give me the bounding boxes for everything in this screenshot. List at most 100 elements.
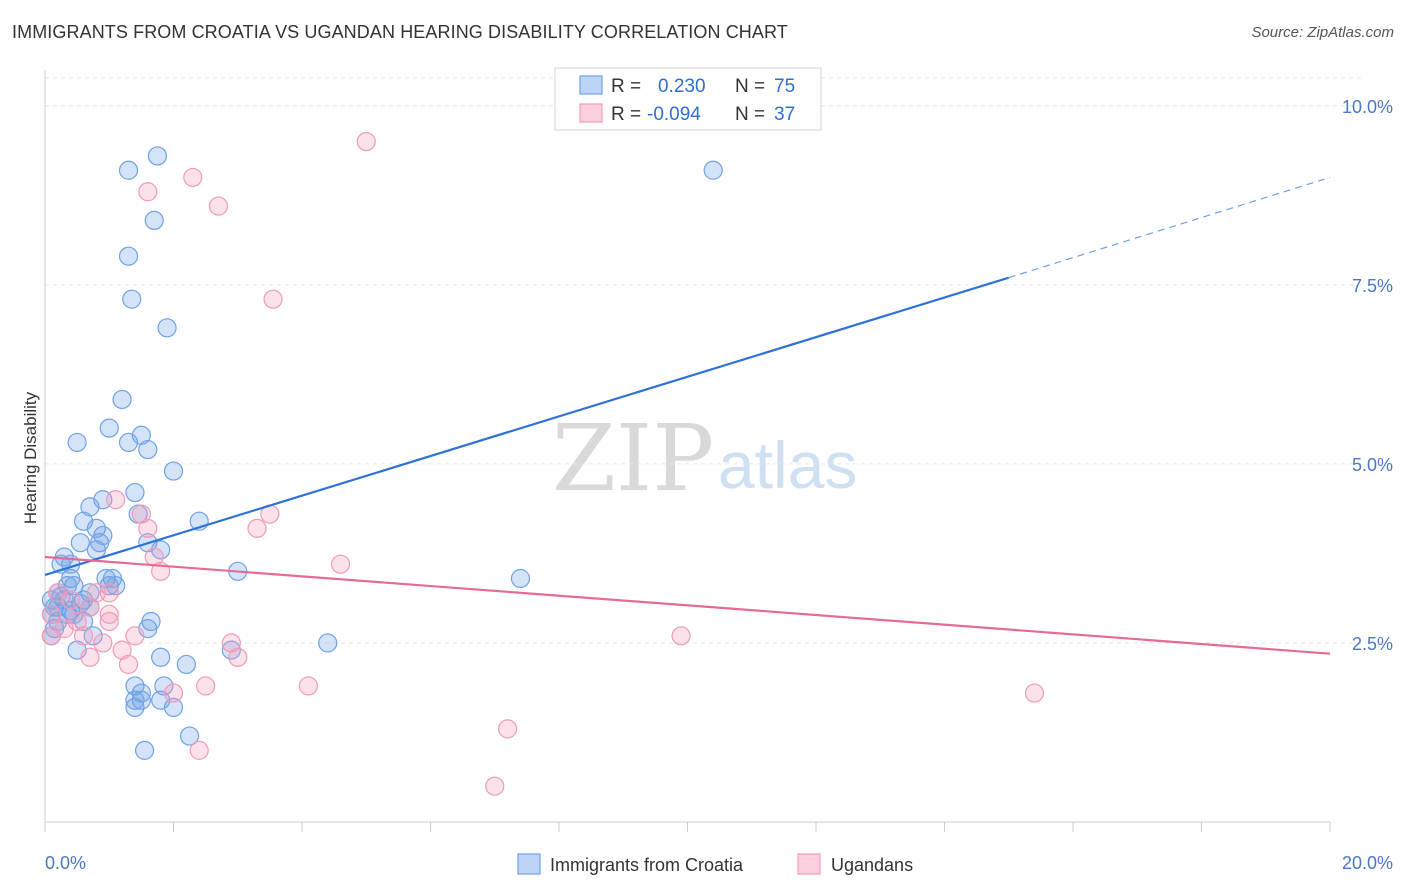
ugandans-point-38 [671,626,691,646]
croatia-point-20 [83,626,103,646]
ugandans-point-0 [41,604,62,624]
ugandans-point-35 [356,132,376,152]
croatia-point-30 [106,576,126,596]
croatia-point-42 [131,425,151,445]
croatia-point-52 [151,647,171,667]
legend-swatch-ugandans [579,103,603,123]
ugandans-point-33 [298,676,319,696]
croatia-point-49 [144,210,164,230]
y-tick-label-2: 7.5% [1352,276,1393,296]
croatia-point-50 [147,146,168,166]
ugandans-point-37 [498,719,518,739]
ugandans-point-7 [80,597,100,617]
trend-lines [44,176,1331,655]
legend-r-label-ugandans: R = [611,104,641,125]
croatia-point-27 [99,418,119,438]
chart-title: IMMIGRANTS FROM CROATIA VS UGANDAN HEARI… [12,22,788,42]
croatia-point-36 [125,482,145,503]
legend-n-label-croatia: N = [735,76,765,97]
correlation-legend: R = 0.230 N = 75 R = -0.094 N = 37 [554,67,822,131]
ugandans-point-24 [183,167,203,188]
ugandans-point-8 [80,647,100,667]
bottom-legend-swatch-croatia [517,853,541,875]
croatia-point-67 [57,576,78,596]
croatia-point-32 [118,160,139,180]
ugandans-point-6 [73,626,94,646]
croatia-point-64 [510,568,531,589]
croatia-point-46 [141,611,161,632]
croatia-point-58 [176,654,196,675]
croatia-point-8 [54,590,74,610]
croatia-point-61 [221,640,241,660]
ugandans-point-32 [263,289,283,309]
croatia-point-63 [318,633,338,653]
ugandans-point-4 [61,590,81,610]
tick-labels: 2.5% 5.0% 7.5% 10.0% 0.0% 20.0% [45,97,1393,873]
watermark: ZIP atlas [552,405,857,512]
legend-n-value-croatia: 75 [774,76,795,97]
croatia-point-43 [138,439,158,460]
croatia-point-15 [70,533,90,553]
ugandans-point-15 [112,640,132,660]
bottom-legend-label-croatia: Immigrants from Croatia [550,855,744,875]
ugandans-point-27 [208,196,229,216]
croatia-point-13 [67,432,87,453]
grid-lines [45,77,1365,644]
croatia-point-51 [151,540,171,560]
croatia-point-48 [134,740,155,760]
ugandans-point-39 [1024,683,1045,703]
ugandans-point-11 [99,604,119,624]
ugandans-point-26 [196,676,216,696]
x-tick-label-1: 20.0% [1342,853,1393,873]
trend-line-croatia-extension [1008,176,1331,279]
legend-n-value-ugandans: 37 [774,104,795,125]
croatia-point-70 [80,583,100,603]
y-tick-label-3: 10.0% [1342,97,1393,117]
ugandans-point-14 [99,611,119,632]
ugandans-point-23 [163,683,184,703]
y-tick-label-1: 5.0% [1352,455,1393,475]
croatia-point-12 [64,576,84,596]
legend-r-label-croatia: R = [611,76,641,97]
chart-source: Source: ZipAtlas.com [1251,24,1394,41]
ugandans-point-28 [221,633,241,653]
croatia-point-56 [163,461,184,481]
bottom-legend-label-ugandans: Ugandans [831,855,913,875]
trend-line-croatia [44,276,1010,576]
legend-swatch-croatia [579,75,603,95]
croatia-point-38 [125,690,145,710]
ugandans-point-34 [330,554,351,574]
series-legend: Immigrants from Croatia Ugandans [517,853,913,875]
ugandans-point-22 [138,182,158,202]
croatia-point-37 [125,676,145,696]
legend-r-value-ugandans: -0.094 [647,104,701,125]
croatia-point-31 [112,389,132,410]
watermark-atlas: atlas [718,428,857,502]
croatia-point-57 [163,697,184,718]
legend-r-value-croatia: 0.230 [658,76,706,97]
bottom-legend-swatch-ugandans [797,853,821,875]
ugandans-point-17 [125,626,145,646]
croatia-point-65 [703,160,723,180]
croatia-point-9 [57,604,78,624]
y-tick-label-0: 2.5% [1352,634,1393,654]
ugandans-point-19 [138,518,158,538]
croatia-point-35 [122,289,142,309]
ugandans-point-12 [99,583,119,603]
croatia-point-22 [86,518,107,538]
ugandans-point-16 [118,654,139,675]
trend-line-ugandans [44,555,1331,655]
croatia-point-33 [118,246,139,266]
x-tick-label-0: 0.0% [45,853,86,873]
croatia-point-41 [131,683,151,703]
croatia-point-59 [179,726,200,746]
ugandans-point-13 [106,490,126,510]
croatia-point-53 [154,676,174,696]
ugandans-point-30 [247,518,267,538]
watermark-zip: ZIP [552,405,714,512]
croatia-point-47 [125,697,145,718]
ugandans-point-10 [93,633,113,653]
ugandans-point-5 [67,611,87,632]
ugandans-point-18 [131,504,151,524]
